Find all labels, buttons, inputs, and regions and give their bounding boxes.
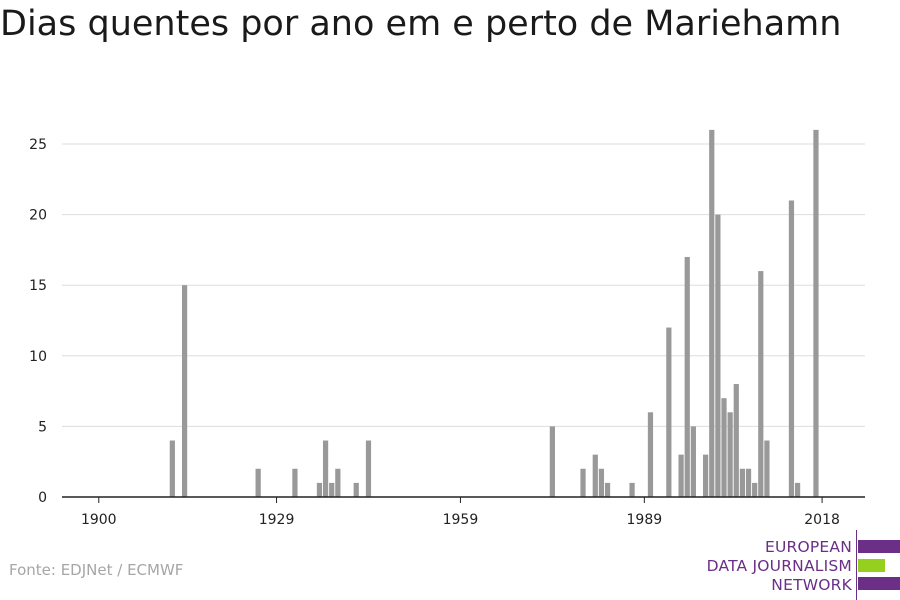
bar [690, 426, 696, 497]
bar [353, 482, 359, 497]
bar [629, 482, 635, 497]
x-axis-ticks: 1900 1929 1959 1989 2018 [81, 497, 840, 528]
y-axis-ticks: 0 5 10 15 20 25 [29, 137, 47, 506]
bar [813, 129, 819, 497]
bar [580, 468, 586, 497]
bar [329, 482, 335, 497]
bar [709, 129, 715, 497]
y-tick-label: 10 [29, 349, 47, 365]
logo-bar-bottom [858, 577, 900, 590]
x-tick-label: 1959 [443, 512, 479, 528]
x-tick-label: 2018 [804, 512, 840, 528]
bar [739, 468, 746, 497]
bar [666, 327, 672, 497]
bar [752, 482, 758, 497]
bar [322, 440, 329, 497]
y-tick-label: 15 [29, 278, 47, 294]
chart-title: Dias quentes por ano em e perto de Marie… [0, 4, 842, 44]
bar [292, 468, 298, 497]
logo-line-3: NETWORK [771, 576, 852, 594]
logo-bar-middle [858, 559, 885, 572]
bar [733, 384, 739, 497]
bar [715, 214, 721, 497]
bar [549, 426, 555, 497]
logo-line-2: DATA JOURNALISM [706, 557, 852, 575]
bar [794, 482, 801, 497]
bar [721, 398, 727, 497]
bar [598, 468, 605, 497]
bar [316, 482, 323, 497]
x-tick-label: 1989 [627, 512, 663, 528]
bar [169, 440, 175, 497]
bar [678, 454, 684, 497]
bar [703, 454, 709, 497]
bar [758, 271, 764, 497]
bar [684, 256, 690, 497]
y-tick-label: 25 [29, 137, 47, 153]
bar [745, 468, 752, 497]
bar [592, 454, 598, 497]
bar [181, 285, 188, 497]
bar [788, 200, 795, 497]
bar [335, 468, 341, 497]
bar [647, 412, 654, 497]
y-tick-label: 20 [29, 208, 47, 224]
bar [727, 412, 733, 497]
source-note: Fonte: EDJNet / ECMWF [9, 561, 184, 579]
y-tick-label: 5 [38, 419, 47, 435]
x-tick-label: 1929 [259, 512, 295, 528]
y-tick-label: 0 [38, 490, 47, 506]
edjnet-logo: EUROPEAN DATA JOURNALISM NETWORK [700, 530, 900, 600]
bar [255, 468, 261, 497]
logo-divider [856, 530, 857, 600]
bar-chart: 1900 1929 1959 1989 2018 0 5 10 15 20 25 [29, 129, 865, 528]
logo-line-1: EUROPEAN [764, 538, 852, 556]
logo-bar-top [858, 540, 900, 553]
bars [169, 129, 819, 497]
bar [764, 440, 770, 497]
bar [604, 482, 611, 497]
x-tick-label: 1900 [81, 512, 117, 528]
bar [365, 440, 372, 497]
